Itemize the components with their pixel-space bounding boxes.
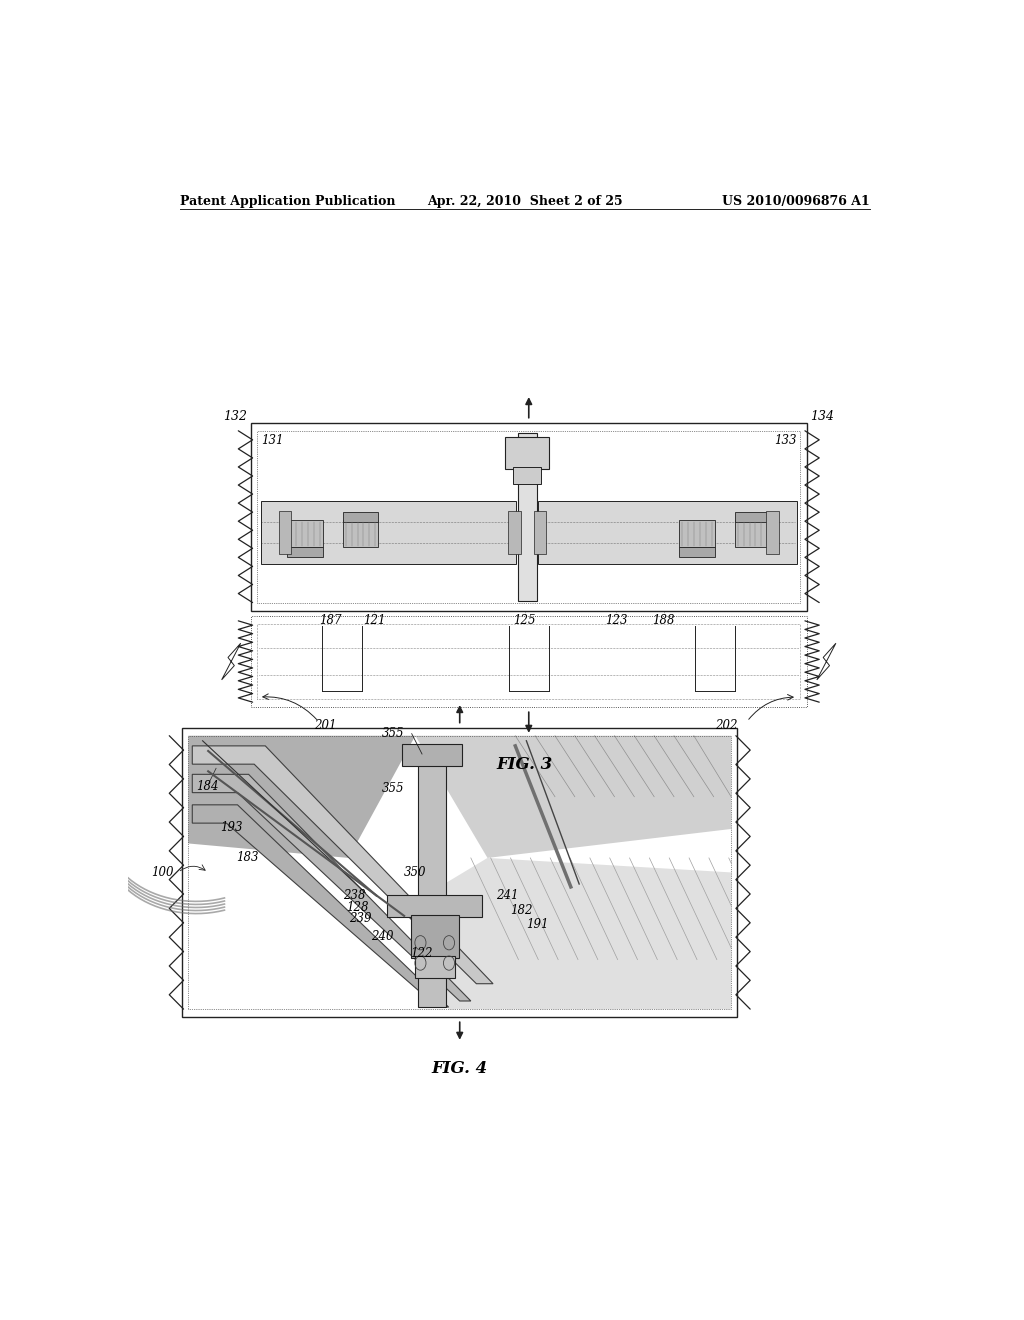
Text: 123: 123 — [605, 614, 628, 627]
Bar — [734, 512, 770, 521]
Text: Patent Application Publication: Patent Application Publication — [179, 194, 395, 207]
Text: 184: 184 — [197, 780, 219, 793]
Text: 128: 128 — [346, 900, 369, 913]
Polygon shape — [193, 746, 494, 983]
Bar — [418, 746, 445, 1007]
Polygon shape — [416, 858, 731, 1008]
Text: 241: 241 — [496, 890, 518, 902]
Polygon shape — [193, 805, 449, 1007]
Text: 240: 240 — [371, 929, 393, 942]
Text: 355: 355 — [382, 727, 404, 741]
Text: 202: 202 — [715, 719, 737, 733]
Text: 131: 131 — [261, 434, 284, 447]
Bar — [513, 467, 542, 483]
Polygon shape — [193, 775, 471, 1001]
Text: 355: 355 — [382, 781, 404, 795]
Bar — [343, 512, 379, 521]
Bar — [766, 511, 778, 554]
Text: 239: 239 — [348, 912, 371, 925]
Text: US 2010/0096876 A1: US 2010/0096876 A1 — [722, 194, 870, 207]
Text: 238: 238 — [343, 890, 366, 902]
Text: 191: 191 — [526, 919, 549, 931]
Bar — [679, 546, 715, 557]
Text: 187: 187 — [319, 614, 342, 627]
Text: 133: 133 — [774, 434, 797, 447]
Bar — [182, 727, 737, 1018]
Bar — [402, 744, 462, 766]
Text: 122: 122 — [410, 946, 432, 960]
Bar — [343, 520, 379, 546]
Bar — [251, 422, 807, 611]
Bar — [518, 433, 537, 601]
Text: 134: 134 — [811, 411, 835, 424]
Bar — [539, 500, 797, 564]
Text: 193: 193 — [220, 821, 243, 834]
Text: 188: 188 — [652, 614, 675, 627]
Bar — [534, 511, 546, 554]
Text: 125: 125 — [514, 614, 536, 627]
Text: FIG. 4: FIG. 4 — [431, 1060, 487, 1077]
Text: 201: 201 — [314, 719, 337, 733]
Text: Apr. 22, 2010  Sheet 2 of 25: Apr. 22, 2010 Sheet 2 of 25 — [427, 194, 623, 207]
Text: 183: 183 — [236, 851, 258, 865]
Bar — [734, 520, 770, 546]
Text: 100: 100 — [152, 866, 174, 879]
Bar — [505, 437, 550, 470]
Polygon shape — [416, 735, 731, 858]
Bar — [260, 500, 516, 564]
Bar — [287, 546, 323, 557]
Polygon shape — [188, 735, 416, 858]
Bar — [287, 520, 323, 546]
Text: 121: 121 — [362, 614, 385, 627]
Bar — [257, 430, 800, 602]
Bar — [387, 895, 482, 917]
Text: 182: 182 — [510, 904, 532, 916]
Bar — [508, 511, 521, 554]
Text: 350: 350 — [404, 866, 427, 879]
Text: 132: 132 — [223, 411, 247, 424]
Bar — [411, 915, 459, 958]
Bar — [251, 615, 807, 708]
Bar — [279, 511, 292, 554]
Bar — [257, 624, 800, 700]
Text: FIG. 3: FIG. 3 — [497, 756, 553, 774]
Bar — [679, 520, 715, 546]
Bar — [188, 735, 731, 1008]
Bar — [415, 956, 455, 978]
